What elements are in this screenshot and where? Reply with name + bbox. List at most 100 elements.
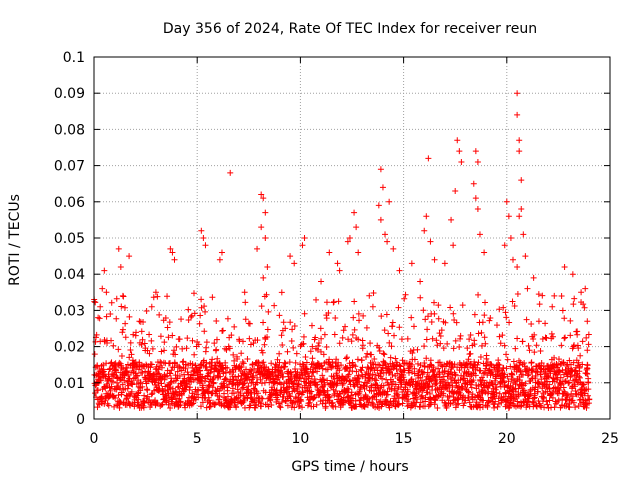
data-point bbox=[271, 302, 278, 309]
data-point bbox=[298, 398, 305, 405]
data-point bbox=[511, 303, 518, 310]
data-point bbox=[444, 340, 451, 347]
data-point bbox=[570, 301, 577, 308]
data-point bbox=[106, 366, 113, 373]
data-point bbox=[288, 338, 295, 345]
data-point bbox=[557, 374, 564, 381]
data-point bbox=[438, 362, 445, 369]
data-point bbox=[404, 403, 411, 410]
data-point bbox=[389, 323, 396, 330]
data-point bbox=[332, 314, 339, 321]
data-point bbox=[174, 384, 181, 391]
data-point bbox=[569, 271, 576, 278]
data-point bbox=[556, 387, 563, 394]
data-point bbox=[265, 403, 272, 410]
data-point bbox=[515, 393, 522, 400]
data-point bbox=[441, 399, 448, 406]
data-point bbox=[378, 313, 385, 320]
data-point bbox=[585, 379, 592, 386]
data-point bbox=[134, 372, 141, 379]
data-point bbox=[457, 376, 464, 383]
data-point bbox=[254, 390, 261, 397]
data-point bbox=[352, 363, 359, 370]
data-point bbox=[561, 335, 568, 342]
data-point bbox=[423, 336, 430, 343]
data-point bbox=[558, 342, 565, 349]
data-point bbox=[355, 310, 362, 317]
data-point bbox=[487, 315, 494, 322]
data-point bbox=[564, 391, 571, 398]
data-point bbox=[117, 385, 124, 392]
data-point bbox=[364, 350, 371, 357]
data-point bbox=[391, 332, 398, 339]
data-point bbox=[531, 349, 538, 356]
data-point bbox=[187, 384, 194, 391]
data-point bbox=[158, 364, 165, 371]
data-point bbox=[135, 396, 142, 403]
data-point bbox=[217, 373, 224, 380]
data-point bbox=[98, 393, 105, 400]
data-point bbox=[575, 359, 582, 366]
y-tick-label: 0.09 bbox=[54, 86, 85, 102]
data-point bbox=[541, 404, 548, 411]
data-point bbox=[162, 315, 169, 322]
data-point bbox=[148, 361, 155, 368]
data-point bbox=[202, 308, 209, 315]
data-point bbox=[464, 345, 471, 352]
y-tick-label: 0.03 bbox=[54, 303, 85, 319]
data-point bbox=[146, 331, 153, 338]
data-point bbox=[143, 307, 150, 314]
data-point bbox=[483, 363, 490, 370]
data-point bbox=[538, 360, 545, 367]
data-point bbox=[200, 235, 207, 241]
data-point bbox=[227, 404, 234, 411]
data-point bbox=[360, 382, 367, 389]
data-point bbox=[528, 359, 535, 366]
data-point bbox=[231, 323, 238, 330]
data-point bbox=[313, 296, 320, 303]
data-point bbox=[421, 343, 428, 350]
data-point bbox=[371, 355, 378, 362]
data-point bbox=[134, 401, 141, 408]
data-point bbox=[495, 361, 502, 368]
data-point bbox=[348, 392, 355, 399]
data-point bbox=[481, 312, 488, 319]
data-point bbox=[480, 397, 487, 404]
data-point bbox=[437, 340, 444, 347]
data-point bbox=[363, 324, 370, 331]
data-point bbox=[440, 390, 447, 397]
data-point bbox=[414, 346, 421, 353]
data-point bbox=[167, 245, 174, 252]
data-point bbox=[201, 328, 208, 335]
data-point bbox=[226, 345, 233, 352]
data-point bbox=[184, 335, 191, 342]
data-point bbox=[509, 298, 516, 305]
data-point bbox=[300, 333, 307, 340]
data-point bbox=[146, 350, 153, 357]
data-point bbox=[419, 392, 426, 399]
data-point bbox=[453, 319, 460, 326]
data-point bbox=[92, 299, 99, 306]
data-point bbox=[248, 389, 255, 396]
data-point bbox=[326, 393, 333, 400]
data-point bbox=[585, 386, 592, 393]
data-point bbox=[355, 391, 362, 398]
data-point bbox=[302, 353, 309, 360]
data-point bbox=[389, 371, 396, 378]
data-point bbox=[329, 399, 336, 406]
data-point bbox=[230, 351, 237, 358]
data-point bbox=[178, 316, 185, 323]
data-point bbox=[446, 392, 453, 399]
data-point bbox=[505, 213, 512, 220]
data-point bbox=[140, 319, 147, 326]
data-point bbox=[584, 347, 591, 354]
data-point bbox=[325, 309, 332, 316]
data-point bbox=[319, 365, 326, 372]
data-point bbox=[385, 381, 392, 388]
data-point bbox=[99, 285, 106, 292]
data-point bbox=[349, 368, 356, 375]
data-point bbox=[134, 390, 141, 397]
data-point bbox=[478, 329, 485, 336]
data-point bbox=[259, 349, 266, 356]
data-point bbox=[452, 337, 459, 344]
